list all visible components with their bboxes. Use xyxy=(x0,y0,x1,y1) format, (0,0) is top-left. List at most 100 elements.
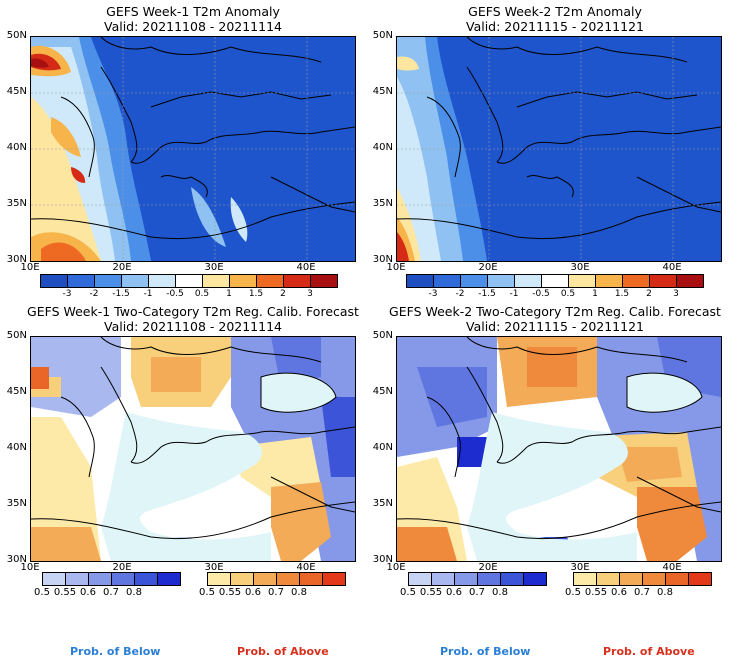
colorbar-tick-label: -0.5 xyxy=(532,289,550,299)
colorbar-swatch xyxy=(122,275,149,287)
lon-label: 10E xyxy=(386,562,406,573)
colorbar-tick-label: 1 xyxy=(592,289,598,299)
lat-label: 30N xyxy=(372,254,393,265)
colorbar-swatch xyxy=(407,275,434,287)
colorbar-swatch xyxy=(409,573,432,585)
colorbar-swatch xyxy=(455,573,478,585)
colorbar-swatch xyxy=(257,275,284,287)
colorbar-swatch xyxy=(515,275,542,287)
panel1-title-line1: GEFS Week-1 T2m Anomaly xyxy=(106,4,280,19)
prob-below-colorbar-2 xyxy=(408,572,547,586)
week1-anomaly-field xyxy=(31,37,355,261)
colorbar-tick-label: 3 xyxy=(673,289,679,299)
colorbar-tick-label: -1 xyxy=(509,289,519,299)
week1-anomaly-map xyxy=(30,36,356,262)
lat-label: 35N xyxy=(6,198,27,209)
lat-label: 45N xyxy=(6,386,27,397)
week2-anomaly-field xyxy=(397,37,721,261)
panel4-title: GEFS Week-2 Two-Category T2m Reg. Calib.… xyxy=(370,304,740,334)
lat-label: 40N xyxy=(372,442,393,453)
lat-label: 40N xyxy=(372,142,393,153)
colorbar-swatch xyxy=(677,275,703,287)
panel2-title-line1: GEFS Week-2 T2m Anomaly xyxy=(468,4,642,19)
colorbar-tick-label: 0.6 xyxy=(80,587,96,598)
prob-above-legend-right: Prob. of Above xyxy=(603,645,695,658)
panel3-title: GEFS Week-1 Two-Category T2m Reg. Calib.… xyxy=(8,304,378,334)
colorbar-tick-label: 0.5 xyxy=(560,289,576,299)
lat-label: 45N xyxy=(6,86,27,97)
colorbar-tick-label: 1.5 xyxy=(248,289,264,299)
colorbar-tick-label: 0.7 xyxy=(103,587,119,598)
colorbar-swatch xyxy=(623,275,650,287)
lat-label: 45N xyxy=(372,86,393,97)
colorbar-swatch xyxy=(300,573,323,585)
lon-label: 40E xyxy=(662,262,682,273)
colorbar-swatch xyxy=(574,573,597,585)
colorbar-swatch xyxy=(434,275,461,287)
colorbar-tick-label: 0.55 xyxy=(218,587,242,598)
week2-anomaly-map xyxy=(396,36,722,262)
lat-label: 50N xyxy=(6,330,27,341)
lon-label: 30E xyxy=(204,262,224,273)
lon-label: 30E xyxy=(204,562,224,573)
colorbar-swatch xyxy=(230,275,257,287)
prob-below-colorbar-1 xyxy=(42,572,181,586)
colorbar-tick-label: 3 xyxy=(307,289,313,299)
colorbar-tick-label: 2 xyxy=(280,289,286,299)
colorbar-swatch xyxy=(208,573,231,585)
colorbar-tick-label: 0.55 xyxy=(53,587,77,598)
colorbar-swatch xyxy=(569,275,596,287)
colorbar-swatch xyxy=(149,275,176,287)
prob-above-colorbar-2 xyxy=(573,572,712,586)
panel3-title-line2: Valid: 20211108 - 20211114 xyxy=(103,319,282,334)
lon-label: 40E xyxy=(296,562,316,573)
anomaly-colorbar-2 xyxy=(406,274,704,288)
colorbar-swatch xyxy=(689,573,711,585)
week2-probability-map xyxy=(396,336,722,562)
colorbar-swatch xyxy=(231,573,254,585)
week1-probability-map xyxy=(30,336,356,562)
colorbar-tick-label: 0.55 xyxy=(584,587,608,598)
colorbar-swatch xyxy=(135,573,158,585)
colorbar-tick-label: 0.6 xyxy=(446,587,462,598)
colorbar-swatch xyxy=(542,275,569,287)
lon-label: 20E xyxy=(478,262,498,273)
colorbar-swatch xyxy=(650,275,677,287)
lat-label: 35N xyxy=(6,498,27,509)
panel2-title-line2: Valid: 20211115 - 20211121 xyxy=(465,19,644,34)
lat-label: 30N xyxy=(6,254,27,265)
prob-above-colorbar-1 xyxy=(207,572,346,586)
lat-label: 30N xyxy=(6,554,27,565)
colorbar-swatch xyxy=(643,573,666,585)
colorbar-tick-label: 0.8 xyxy=(126,587,142,598)
lon-label: 40E xyxy=(662,562,682,573)
colorbar-tick-label: -1.5 xyxy=(478,289,496,299)
colorbar-tick-label: 0.6 xyxy=(611,587,627,598)
colorbar-tick-label: 0.7 xyxy=(634,587,650,598)
lat-label: 35N xyxy=(372,498,393,509)
panel1-title: GEFS Week-1 T2m Anomaly Valid: 20211108 … xyxy=(8,4,378,34)
lon-label: 30E xyxy=(570,262,590,273)
panel4-title-line1: GEFS Week-2 Two-Category T2m Reg. Calib.… xyxy=(389,304,721,319)
colorbar-swatch xyxy=(666,573,689,585)
colorbar-tick-label: -2 xyxy=(89,289,99,299)
colorbar-tick-label: 0.7 xyxy=(268,587,284,598)
lon-label: 30E xyxy=(570,562,590,573)
lat-label: 50N xyxy=(372,30,393,41)
lon-label: 10E xyxy=(20,562,40,573)
colorbar-swatch xyxy=(41,275,68,287)
colorbar-swatch xyxy=(112,573,135,585)
colorbar-swatch xyxy=(432,573,455,585)
colorbar-swatch xyxy=(43,573,66,585)
prob-below-legend-left: Prob. of Below xyxy=(70,645,161,658)
colorbar-swatch xyxy=(95,275,122,287)
colorbar-tick-label: 0.6 xyxy=(245,587,261,598)
panel1-title-line2: Valid: 20211108 - 20211114 xyxy=(103,19,282,34)
colorbar-tick-label: 0.5 xyxy=(400,587,416,598)
colorbar-swatch xyxy=(89,573,112,585)
lat-label: 50N xyxy=(372,330,393,341)
week2-probability-field xyxy=(397,337,721,561)
colorbar-swatch xyxy=(158,573,180,585)
lon-label: 20E xyxy=(112,262,132,273)
colorbar-tick-label: 0.8 xyxy=(291,587,307,598)
